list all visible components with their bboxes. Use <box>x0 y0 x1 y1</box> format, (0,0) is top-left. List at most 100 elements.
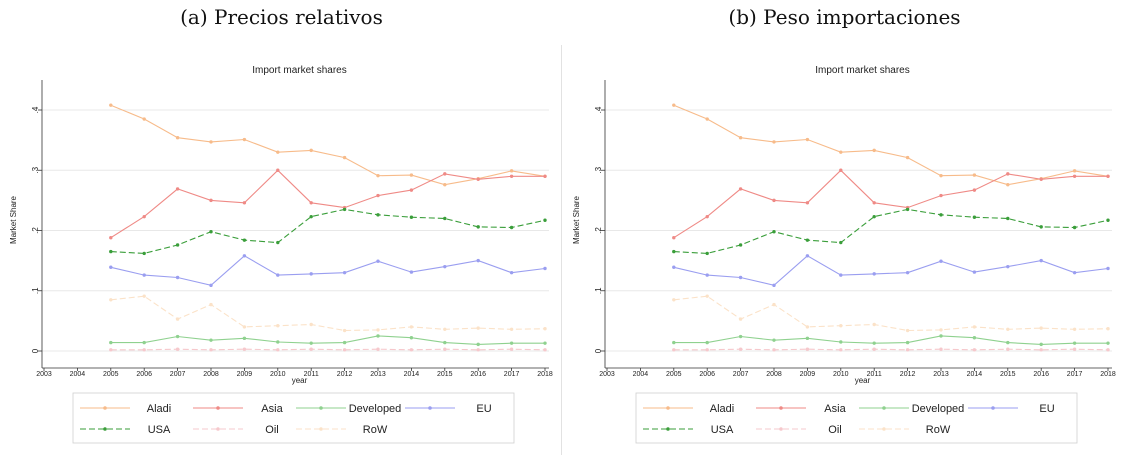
data-point-aladi <box>1072 169 1077 173</box>
data-point-oil <box>242 347 247 351</box>
data-point-eu <box>309 272 313 276</box>
x-tick-label: 2018 <box>1100 371 1116 378</box>
data-point-oil <box>409 348 414 352</box>
data-point-row <box>839 323 843 328</box>
data-point-developed <box>738 334 743 339</box>
x-tick-label: 2010 <box>270 371 286 378</box>
data-point-oil <box>1039 348 1043 352</box>
data-point-aladi <box>509 169 514 173</box>
data-point-aladi <box>175 136 180 140</box>
data-point-row <box>109 298 113 302</box>
data-point-usa <box>738 243 743 247</box>
data-point-eu <box>1106 266 1110 271</box>
legend-marker <box>216 427 220 431</box>
data-point-oil <box>543 348 547 352</box>
x-tick-label: 2008 <box>203 371 219 378</box>
y-tick-label: .2 <box>594 227 603 234</box>
data-point-developed <box>672 340 676 345</box>
x-tick-label: 2008 <box>766 371 782 378</box>
y-tick-label: .2 <box>31 227 40 234</box>
data-point-usa <box>409 215 414 219</box>
x-tick-label: 2006 <box>699 371 715 378</box>
series-line-eu <box>673 255 1109 286</box>
legend-marker <box>882 427 886 431</box>
data-point-asia <box>509 174 514 178</box>
data-point-aladi <box>242 137 247 142</box>
y-tick-label: .3 <box>594 166 603 173</box>
data-point-aladi <box>142 117 146 121</box>
x-tick-label: 2010 <box>833 371 849 378</box>
series-line-asia <box>110 169 545 239</box>
data-point-asia <box>1006 172 1010 176</box>
x-tick-label: 2014 <box>404 371 420 378</box>
data-point-developed <box>972 336 977 340</box>
data-point-eu <box>175 275 180 280</box>
data-point-usa <box>276 240 280 245</box>
data-point-row <box>1039 326 1043 330</box>
data-point-developed <box>209 338 213 342</box>
data-point-developed <box>342 340 347 345</box>
legend-marker <box>428 406 432 410</box>
data-point-developed <box>872 341 876 345</box>
data-point-aladi <box>342 155 347 160</box>
data-point-row <box>409 325 414 329</box>
legend-label: Developed <box>349 403 402 415</box>
legend-marker <box>666 406 670 410</box>
data-point-row <box>242 325 247 329</box>
data-point-developed <box>543 341 547 345</box>
data-point-row <box>443 327 447 332</box>
data-point-eu <box>705 273 709 277</box>
x-tick-label: 2007 <box>170 371 186 378</box>
panel-caption: (a) Precios relativos <box>180 5 383 29</box>
data-point-oil <box>905 348 910 352</box>
data-point-usa <box>476 225 480 229</box>
legend-marker <box>779 427 783 431</box>
data-point-row <box>772 302 776 307</box>
legend-marker <box>103 427 107 431</box>
legend-label: Asia <box>824 403 846 415</box>
panel-divider <box>561 45 562 455</box>
x-tick-label: 2012 <box>900 371 916 378</box>
x-axis-label: year <box>292 376 308 385</box>
data-point-row <box>1006 327 1010 332</box>
data-point-eu <box>738 275 743 280</box>
data-point-oil <box>1006 347 1010 351</box>
legend-marker <box>319 406 323 410</box>
x-tick-label: 2012 <box>337 371 353 378</box>
panel-caption: (b) Peso importaciones <box>728 5 961 29</box>
series-line-oil <box>110 348 546 351</box>
x-tick-label: 2013 <box>370 371 386 378</box>
data-point-asia <box>476 177 480 181</box>
data-point-eu <box>939 259 943 263</box>
data-point-eu <box>342 270 347 275</box>
data-point-oil <box>109 348 113 352</box>
legend-marker <box>103 406 107 410</box>
x-tick-label: 2017 <box>1067 371 1083 378</box>
legend-label: Aladi <box>147 403 171 415</box>
chart-title: Import market shares <box>252 65 346 76</box>
legend-label: USA <box>148 424 171 436</box>
data-point-developed <box>772 338 776 342</box>
data-point-aladi <box>109 103 113 107</box>
data-point-eu <box>805 254 810 258</box>
data-point-asia <box>242 201 247 205</box>
data-point-usa <box>1106 218 1110 222</box>
data-point-eu <box>476 258 480 263</box>
y-tick-label: .1 <box>31 287 40 294</box>
data-point-asia <box>409 188 414 192</box>
legend-label: Aladi <box>710 403 734 415</box>
data-point-asia <box>109 236 113 240</box>
data-point-aladi <box>839 150 843 154</box>
data-point-eu <box>772 283 776 288</box>
data-point-aladi <box>972 173 977 177</box>
data-point-eu <box>509 270 514 275</box>
legend-marker <box>319 427 323 431</box>
data-point-aladi <box>772 140 776 144</box>
data-point-asia <box>805 201 810 205</box>
data-point-oil <box>142 348 146 352</box>
panel-b: (b) Peso importaciones Import market sha… <box>563 0 1126 458</box>
data-point-oil <box>376 347 380 351</box>
series-line-aladi <box>110 104 546 186</box>
series-line-oil <box>673 348 1109 351</box>
series-line-row <box>110 295 546 332</box>
